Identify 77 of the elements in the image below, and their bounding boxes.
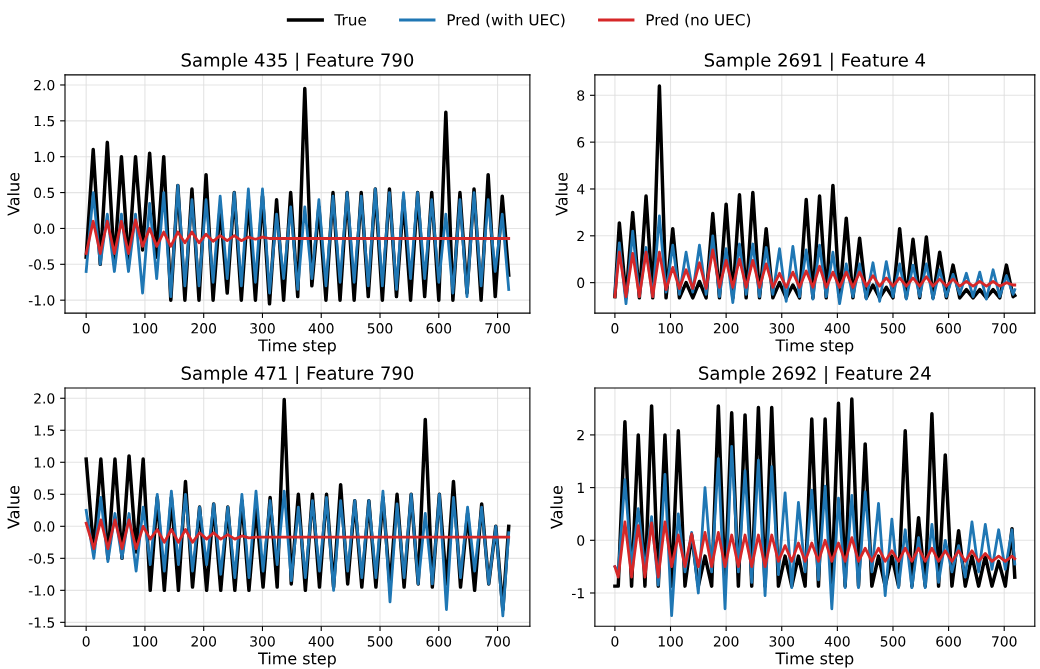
x-axis-title: Time step xyxy=(258,652,336,668)
y-axis-title: Value xyxy=(550,486,563,529)
line-series xyxy=(613,248,1017,299)
x-tick-label: 600 xyxy=(936,323,961,334)
x-tick-label: 0 xyxy=(82,636,90,647)
y-tick-label: 4 xyxy=(577,184,585,195)
chart-title: Sample 2691 | Feature 4 xyxy=(704,52,926,71)
x-tick-label: 200 xyxy=(713,323,739,334)
x-tick-label: 0 xyxy=(611,636,619,647)
y-axis-title: Value xyxy=(555,172,568,216)
x-tick-label: 400 xyxy=(308,323,334,334)
y-tick-label: 1.5 xyxy=(34,115,55,127)
x-tick-label: 100 xyxy=(658,323,683,334)
x-tick-label: 100 xyxy=(658,636,683,647)
chart-title: Sample 2692 | Feature 24 xyxy=(699,365,931,384)
y-tick-label: 0 xyxy=(577,277,585,289)
legend-label: Pred (with UEC) xyxy=(447,13,565,28)
x-tick-label: 600 xyxy=(426,323,452,334)
line-series xyxy=(613,520,1017,579)
y-tick-label: 0.0 xyxy=(34,223,55,234)
y-tick-label: -1.0 xyxy=(28,295,55,306)
x-axis-title: Time step xyxy=(775,339,854,355)
x-tick-label: 500 xyxy=(367,323,393,334)
x-tick-label: 100 xyxy=(133,323,158,334)
x-tick-label: 600 xyxy=(426,636,452,647)
chart-title: Sample 435 | Feature 790 xyxy=(181,52,414,71)
x-tick-label: 100 xyxy=(133,636,158,647)
y-tick-label: 1.0 xyxy=(34,457,55,468)
x-tick-label: 0 xyxy=(82,323,90,334)
y-tick-label: -1.5 xyxy=(28,617,55,628)
y-tick-label: 2 xyxy=(577,429,584,441)
y-tick-label: 1.5 xyxy=(34,425,55,436)
line-series xyxy=(84,489,511,618)
y-tick-label: -0.5 xyxy=(28,259,55,270)
x-tick-label: 300 xyxy=(769,323,795,334)
line-series xyxy=(84,184,511,298)
y-tick-label: 2.0 xyxy=(34,79,55,91)
legend-label: Pred (no UEC) xyxy=(646,13,751,28)
x-tick-label: 300 xyxy=(250,636,275,647)
y-tick-label: 6 xyxy=(577,137,585,148)
x-tick-label: 500 xyxy=(880,636,906,647)
y-tick-label: 1 xyxy=(577,482,584,493)
line-series xyxy=(84,518,511,551)
y-axis-title: Value xyxy=(7,486,20,529)
x-tick-label: 400 xyxy=(824,323,850,334)
x-tick-label: 600 xyxy=(936,636,961,647)
x-axis-title: Time step xyxy=(775,652,854,668)
y-tick-label: 0.0 xyxy=(34,521,55,532)
x-tick-label: 700 xyxy=(992,636,1017,647)
x-tick-label: 200 xyxy=(713,636,739,647)
x-tick-label: 700 xyxy=(485,323,510,334)
y-tick-label: -0.5 xyxy=(28,553,55,564)
x-tick-label: 700 xyxy=(485,636,510,647)
legend-label: True xyxy=(334,14,367,26)
x-tick-label: 400 xyxy=(824,636,850,647)
x-tick-label: 400 xyxy=(308,636,334,647)
chart-title: Sample 471 | Feature 790 xyxy=(181,365,414,384)
y-tick-label: -1 xyxy=(571,588,584,599)
line-series xyxy=(84,218,511,255)
y-tick-label: 0.5 xyxy=(34,187,55,199)
x-tick-label: 500 xyxy=(367,636,393,647)
y-axis-title: Value xyxy=(7,172,20,216)
y-tick-label: 0.5 xyxy=(34,489,55,500)
x-tick-label: 0 xyxy=(611,323,619,334)
x-tick-label: 500 xyxy=(880,323,906,334)
y-tick-label: 0 xyxy=(577,535,585,546)
y-tick-label: 1.0 xyxy=(34,151,55,163)
y-tick-label: -1.0 xyxy=(28,585,55,596)
x-tick-label: 300 xyxy=(769,636,795,647)
x-tick-label: 700 xyxy=(992,323,1017,334)
y-tick-label: 8 xyxy=(577,90,585,101)
x-tick-label: 200 xyxy=(191,636,217,647)
y-tick-label: 2 xyxy=(577,230,584,242)
x-tick-label: 200 xyxy=(191,323,217,334)
y-tick-label: 2.0 xyxy=(34,393,55,404)
x-tick-label: 300 xyxy=(250,323,275,334)
x-axis-title: Time step xyxy=(258,339,336,355)
